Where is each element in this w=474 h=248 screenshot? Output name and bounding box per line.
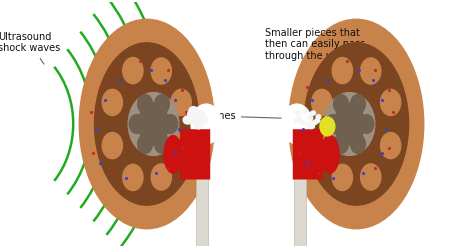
Ellipse shape xyxy=(282,104,312,144)
Ellipse shape xyxy=(137,147,170,181)
Ellipse shape xyxy=(332,164,353,190)
Ellipse shape xyxy=(304,43,409,205)
Ellipse shape xyxy=(157,80,186,112)
Ellipse shape xyxy=(300,120,305,125)
Ellipse shape xyxy=(171,132,191,159)
Ellipse shape xyxy=(381,132,401,159)
Ellipse shape xyxy=(297,117,302,121)
Ellipse shape xyxy=(316,115,321,119)
Ellipse shape xyxy=(310,111,316,115)
Ellipse shape xyxy=(79,19,214,229)
Ellipse shape xyxy=(334,103,365,145)
Text: Smaller pieces that
then can easily pass
through the ureters: Smaller pieces that then can easily pass… xyxy=(265,28,365,61)
Ellipse shape xyxy=(183,116,192,124)
Ellipse shape xyxy=(189,107,198,115)
Ellipse shape xyxy=(333,147,366,181)
Ellipse shape xyxy=(128,93,179,155)
Ellipse shape xyxy=(186,119,191,123)
Text: Kidney stones: Kidney stones xyxy=(167,111,298,121)
Ellipse shape xyxy=(333,67,366,101)
Ellipse shape xyxy=(192,110,196,113)
Ellipse shape xyxy=(191,117,200,125)
Ellipse shape xyxy=(308,116,313,120)
Ellipse shape xyxy=(137,134,153,153)
Ellipse shape xyxy=(138,103,169,145)
Ellipse shape xyxy=(302,109,307,113)
Ellipse shape xyxy=(102,132,122,159)
Ellipse shape xyxy=(123,58,143,84)
Ellipse shape xyxy=(191,104,221,144)
Ellipse shape xyxy=(164,135,182,173)
Text: Ultrasound
shock waves: Ultrasound shock waves xyxy=(0,32,61,64)
Ellipse shape xyxy=(295,111,301,115)
Ellipse shape xyxy=(310,124,314,128)
Ellipse shape xyxy=(325,115,340,133)
Ellipse shape xyxy=(121,80,150,112)
Ellipse shape xyxy=(202,119,206,123)
Ellipse shape xyxy=(163,115,178,133)
Ellipse shape xyxy=(324,93,375,155)
Ellipse shape xyxy=(361,164,381,190)
Ellipse shape xyxy=(157,136,186,168)
Ellipse shape xyxy=(317,136,346,168)
Ellipse shape xyxy=(361,58,381,84)
Ellipse shape xyxy=(312,89,332,116)
Ellipse shape xyxy=(320,117,335,136)
Ellipse shape xyxy=(312,132,332,159)
Text: Ureter: Ureter xyxy=(0,247,1,248)
Ellipse shape xyxy=(94,43,199,205)
FancyBboxPatch shape xyxy=(293,129,323,180)
Ellipse shape xyxy=(317,80,346,112)
Ellipse shape xyxy=(191,113,195,116)
Ellipse shape xyxy=(334,95,348,114)
Ellipse shape xyxy=(102,89,122,116)
Ellipse shape xyxy=(137,95,153,114)
Ellipse shape xyxy=(350,95,365,114)
Ellipse shape xyxy=(129,115,144,133)
Ellipse shape xyxy=(315,119,320,123)
Ellipse shape xyxy=(194,121,203,129)
Ellipse shape xyxy=(197,124,201,127)
Ellipse shape xyxy=(121,136,150,168)
Ellipse shape xyxy=(155,134,169,153)
Ellipse shape xyxy=(137,67,170,101)
Ellipse shape xyxy=(354,80,382,112)
Ellipse shape xyxy=(155,95,169,114)
Ellipse shape xyxy=(194,120,198,123)
Ellipse shape xyxy=(381,89,401,116)
FancyBboxPatch shape xyxy=(196,137,209,248)
FancyBboxPatch shape xyxy=(180,129,210,180)
Ellipse shape xyxy=(332,58,353,84)
Ellipse shape xyxy=(188,110,197,118)
Ellipse shape xyxy=(354,136,382,168)
Ellipse shape xyxy=(289,19,424,229)
Ellipse shape xyxy=(294,119,299,123)
Ellipse shape xyxy=(359,115,374,133)
Ellipse shape xyxy=(196,111,205,119)
Ellipse shape xyxy=(151,164,172,190)
Ellipse shape xyxy=(321,135,339,173)
Ellipse shape xyxy=(123,164,143,190)
Ellipse shape xyxy=(350,134,365,153)
Ellipse shape xyxy=(199,116,208,124)
Ellipse shape xyxy=(312,120,317,125)
FancyBboxPatch shape xyxy=(294,137,307,248)
Ellipse shape xyxy=(151,58,172,84)
Ellipse shape xyxy=(171,89,191,116)
Ellipse shape xyxy=(200,114,203,117)
Ellipse shape xyxy=(334,134,348,153)
Ellipse shape xyxy=(306,122,311,126)
